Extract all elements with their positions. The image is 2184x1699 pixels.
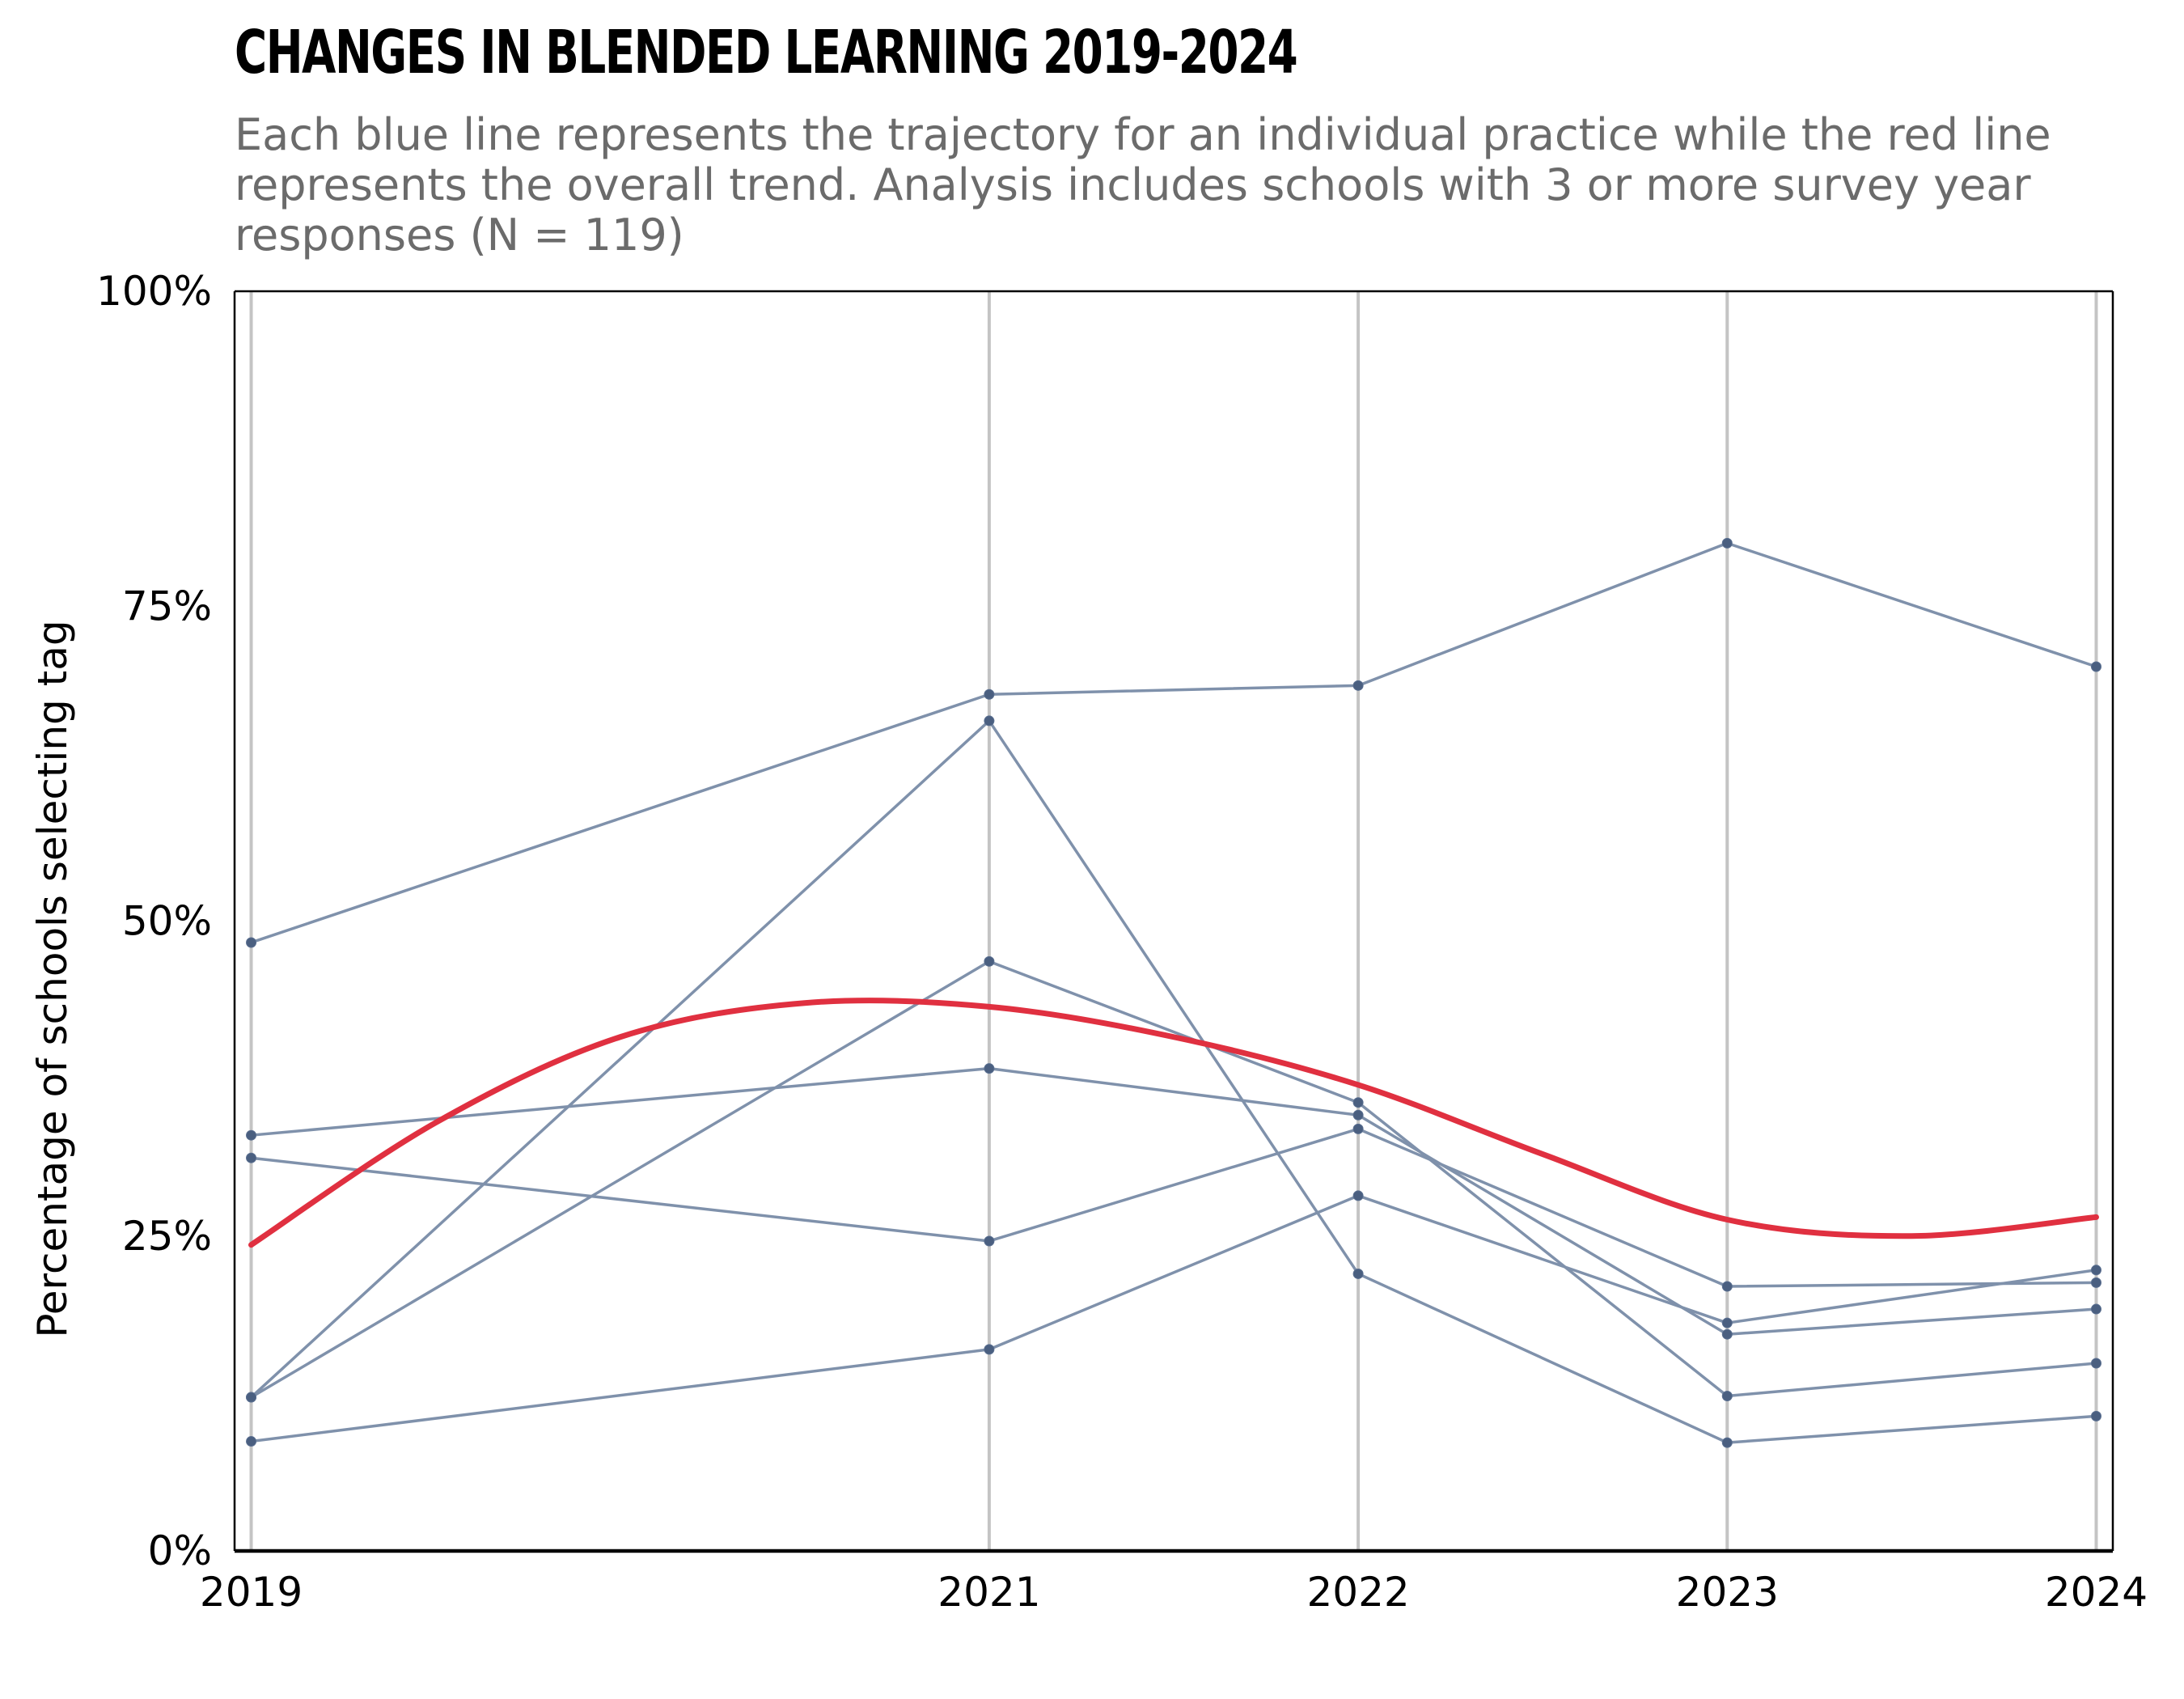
y-tick-label: 0% [148, 1527, 212, 1574]
series-line [250, 960, 2097, 1399]
chart-subtitle: Each blue line represents the trajectory… [235, 109, 2051, 261]
series-line [250, 719, 2097, 1444]
data-point [984, 955, 995, 967]
y-tick-label: 100% [96, 268, 212, 315]
practice-series [246, 537, 2101, 1448]
series-6 [246, 1190, 2101, 1447]
x-tick-label: 2022 [1306, 1569, 1409, 1616]
x-tick-label: 2019 [200, 1569, 303, 1616]
chart-title: CHANGES IN BLENDED LEARNING 2019-2024 [235, 18, 1298, 87]
data-point [2090, 1265, 2101, 1276]
data-point [2090, 1277, 2101, 1288]
data-point [1352, 1097, 1364, 1108]
data-point [1721, 1390, 1733, 1401]
data-point [2090, 661, 2101, 672]
data-point [1352, 1109, 1364, 1121]
data-point [1352, 1123, 1364, 1134]
series-line [250, 541, 2097, 944]
data-point [984, 1344, 995, 1355]
data-point [984, 1063, 995, 1074]
data-point [984, 1235, 995, 1247]
series-line [251, 1127, 2097, 1288]
data-point [1721, 537, 1733, 549]
series-5 [246, 955, 2101, 1403]
series-2 [246, 1063, 2101, 1340]
series-4 [246, 715, 2101, 1448]
data-point [1352, 1190, 1364, 1201]
trend-line [248, 998, 2099, 1248]
series-1 [246, 537, 2101, 948]
data-point [1352, 680, 1364, 691]
series-3 [246, 1123, 2101, 1292]
data-point [1721, 1281, 1733, 1292]
data-point [2090, 1410, 2101, 1421]
data-point [1721, 1437, 1733, 1448]
y-tick-label: 25% [122, 1213, 212, 1260]
data-point [984, 688, 995, 700]
data-point [246, 1436, 257, 1447]
series-line [251, 1066, 2097, 1336]
data-point [246, 1152, 257, 1163]
data-point [246, 1392, 257, 1403]
y-axis-label: Percentage of schools selecting tag [29, 620, 76, 1337]
data-point [1721, 1317, 1733, 1328]
y-tick-label: 50% [122, 898, 212, 945]
data-point [2090, 1303, 2101, 1315]
x-tick-label: 2021 [938, 1569, 1040, 1616]
x-tick-label: 2023 [1676, 1569, 1779, 1616]
data-point [1721, 1328, 1733, 1340]
data-point [246, 937, 257, 948]
tick-labels: 0% 25% 50% 75% 100% 2019 2021 2022 2023 2024 [96, 268, 2148, 1616]
data-point [984, 715, 995, 727]
data-point [1352, 1268, 1364, 1279]
data-point [2090, 1358, 2101, 1369]
axes [233, 290, 2114, 1553]
gridlines [249, 291, 2098, 1551]
data-point [246, 1129, 257, 1141]
x-tick-label: 2024 [2045, 1569, 2148, 1616]
y-tick-label: 75% [122, 583, 212, 629]
overall-trend [248, 998, 2099, 1248]
